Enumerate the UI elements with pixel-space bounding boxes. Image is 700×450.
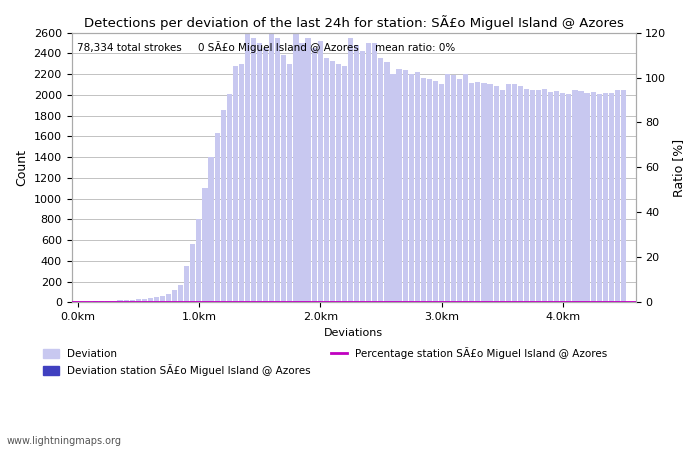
Bar <box>621 90 626 302</box>
Bar <box>560 93 566 302</box>
X-axis label: Deviations: Deviations <box>324 328 383 338</box>
Bar <box>354 45 359 302</box>
Y-axis label: Count: Count <box>15 149 28 186</box>
Bar <box>524 89 529 302</box>
Bar <box>196 219 202 302</box>
Bar <box>323 58 329 302</box>
Bar <box>293 24 298 302</box>
Bar <box>482 83 486 302</box>
Bar <box>209 157 214 302</box>
Bar <box>445 74 450 302</box>
Bar <box>409 74 414 302</box>
Bar <box>505 85 511 302</box>
Bar <box>99 301 104 302</box>
Bar <box>566 94 571 302</box>
Bar <box>257 43 262 302</box>
Bar <box>542 89 547 302</box>
Bar <box>251 38 256 302</box>
Bar <box>275 38 280 302</box>
Bar <box>123 300 129 302</box>
Bar <box>427 79 432 302</box>
Bar <box>148 298 153 302</box>
Bar <box>360 51 365 302</box>
Bar <box>603 93 608 302</box>
Bar <box>391 74 395 302</box>
Bar <box>530 90 535 302</box>
Bar <box>342 66 347 302</box>
Bar <box>118 300 122 302</box>
Bar <box>130 300 135 302</box>
Bar <box>396 69 402 302</box>
Bar <box>336 63 341 302</box>
Bar <box>300 43 304 302</box>
Bar <box>281 55 286 302</box>
Bar <box>263 48 268 302</box>
Bar <box>178 285 183 302</box>
Bar <box>548 92 553 302</box>
Bar <box>111 301 117 302</box>
Bar <box>494 86 498 302</box>
Bar <box>475 82 480 302</box>
Bar <box>457 79 462 302</box>
Bar <box>596 94 602 302</box>
Bar <box>554 90 559 302</box>
Bar <box>136 299 141 302</box>
Bar <box>433 81 438 302</box>
Bar <box>160 296 165 302</box>
Bar <box>154 297 159 302</box>
Legend: Deviation, Deviation station SÃ£o Miguel Island @ Azores, Percentage station SÃ£: Deviation, Deviation station SÃ£o Miguel… <box>39 343 612 380</box>
Bar <box>245 24 250 302</box>
Bar <box>512 85 517 302</box>
Bar <box>414 72 420 302</box>
Bar <box>287 63 293 302</box>
Bar <box>184 266 190 302</box>
Bar <box>330 61 335 302</box>
Bar <box>573 90 577 302</box>
Bar <box>318 41 323 302</box>
Bar <box>536 90 541 302</box>
Bar <box>232 66 238 302</box>
Bar <box>239 63 244 302</box>
Bar <box>609 93 614 302</box>
Bar <box>105 301 111 302</box>
Bar <box>487 85 493 302</box>
Bar <box>214 133 220 302</box>
Bar <box>372 43 377 302</box>
Bar <box>578 90 584 302</box>
Text: 78,334 total strokes     0 SÃ£o Miguel Island @ Azores     mean ratio: 0%: 78,334 total strokes 0 SÃ£o Miguel Islan… <box>77 40 456 53</box>
Bar <box>166 294 172 302</box>
Bar <box>451 75 456 302</box>
Bar <box>384 62 389 302</box>
Bar <box>469 83 475 302</box>
Bar <box>615 90 620 302</box>
Bar <box>421 78 426 302</box>
Bar <box>220 110 226 302</box>
Bar <box>141 299 147 302</box>
Bar <box>378 58 384 302</box>
Bar <box>402 70 407 302</box>
Bar <box>500 90 505 302</box>
Bar <box>172 290 177 302</box>
Bar <box>227 94 232 302</box>
Bar <box>463 74 468 302</box>
Y-axis label: Ratio [%]: Ratio [%] <box>672 139 685 197</box>
Bar <box>591 92 596 302</box>
Bar <box>305 38 311 302</box>
Bar <box>312 48 316 302</box>
Text: www.lightningmaps.org: www.lightningmaps.org <box>7 436 122 446</box>
Title: Detections per deviation of the last 24h for station: SÃ£o Miguel Island @ Azore: Detections per deviation of the last 24h… <box>83 15 624 30</box>
Bar <box>190 244 195 302</box>
Bar <box>366 43 371 302</box>
Bar <box>584 93 589 302</box>
Bar <box>348 38 353 302</box>
Bar <box>518 86 523 302</box>
Bar <box>439 85 444 302</box>
Bar <box>202 188 208 302</box>
Bar <box>269 29 274 302</box>
